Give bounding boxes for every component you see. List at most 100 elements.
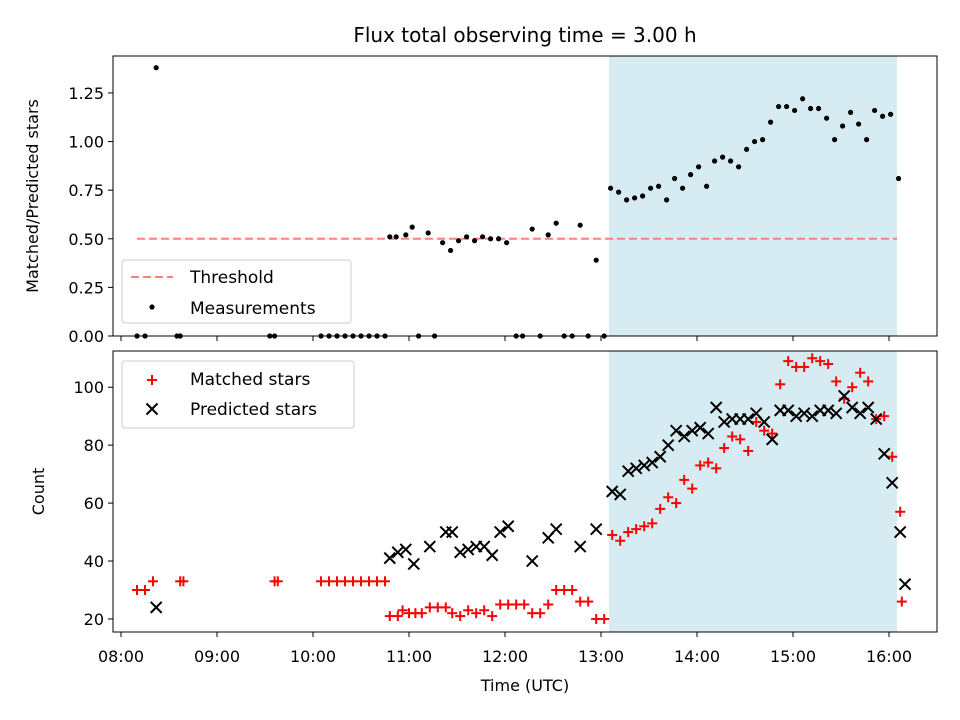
predicted-point [709,401,723,414]
measurement-point [728,158,734,164]
x-axis-label: Time (UTC) [480,676,569,695]
predicted-point [399,543,413,556]
top-y-tick-label: 1.00 [68,133,104,152]
predicted-point [877,447,891,461]
matched-point [831,376,842,387]
predicted-point [853,407,867,420]
matched-point [567,584,578,595]
measurement-point [403,232,409,238]
matched-point [823,359,834,370]
measurement-point [808,105,814,112]
x-tick-label: 08:00 [98,647,144,666]
measurement-point [888,111,894,117]
predicted-point [693,421,707,434]
matched-point [735,434,746,445]
predicted-point [149,601,163,614]
matched-point [623,527,634,538]
predicted-point [605,485,619,498]
matched-point [599,613,610,624]
predicted-point [453,546,467,559]
legend-measurements-swatch [149,304,155,310]
x-tick-label: 13:00 [578,647,624,666]
matched-point [895,506,906,517]
top-legend: Threshold Measurements [121,259,352,324]
legend-matched-marker [147,375,157,385]
x-tick-label: 16:00 [866,647,912,666]
top-y-axis-label: Matched/Predicted stars [23,99,42,293]
predicted-point [893,525,907,539]
predicted-point [391,546,405,559]
matched-point [647,518,658,529]
predicted-point [669,424,683,437]
predicted-point [653,450,667,463]
measurement-point [744,146,750,152]
matched-point [703,457,714,468]
x-tick-label: 12:00 [482,647,528,666]
matched-point [583,596,594,607]
matched-point [759,425,770,436]
bottom-frame [112,350,938,633]
predicted-point [485,549,499,562]
top-highlight-span [609,56,897,336]
matched-point [615,535,626,546]
bottom-legend-box [121,360,355,429]
predicted-point [701,427,715,440]
x-tick-label: 15:00 [770,647,816,666]
measurement-point [856,121,862,127]
matched-point [416,608,427,619]
measurement-point [504,240,510,246]
matched-point [639,521,650,532]
matched-point [178,576,189,587]
top-frame [112,55,938,337]
x-tick-label: 14:00 [674,647,720,666]
predicted-point [493,525,507,539]
top-legend-box [121,259,352,324]
legend-predicted-marker [145,402,159,416]
predicted-point [821,404,835,417]
predicted-point [383,551,397,565]
measurement-point [832,137,838,143]
matched-point [447,608,458,619]
predicted-point [861,401,875,414]
predicted-point [461,543,475,556]
matched-point [519,599,530,610]
measurement-point [393,234,399,240]
matched-point [783,356,794,367]
matched-point [751,416,762,427]
measurement-point [704,183,710,189]
matched-point [463,605,474,616]
top-panel: 0.00 0.25 0.50 0.75 1.00 1.25 Matched/Predict… [23,55,938,346]
measurement-point [712,158,718,164]
legend-measurements-label: Measurements [190,299,316,319]
matched-point [440,602,451,613]
predicted-point [789,409,803,423]
measurement-point [616,189,622,195]
legend-threshold-label: Threshold [189,268,274,288]
top-y-tick-label: 0.50 [68,230,104,249]
predicted-point [621,465,635,478]
predicted-point [869,412,883,426]
matched-point [727,431,738,442]
predicted-point [685,424,699,437]
measurement-point [153,65,159,71]
measurement-point [864,137,870,143]
predicted-point [805,409,819,423]
matched-point [455,611,466,622]
measurement-point [608,185,614,191]
matched-point [543,599,554,610]
top-y-tick-label: 0.25 [68,278,104,297]
matched-point [535,608,546,619]
predicted-point [501,520,515,533]
matched-point [380,576,390,587]
predicted-point [549,522,563,536]
predicted-point [661,438,675,452]
measurement-point [480,234,486,240]
predicted-point [629,462,643,475]
legend-predicted-label: Predicted stars [190,400,317,420]
top-plot-area [134,65,902,339]
matched-point [679,474,690,485]
x-tick-label: 10:00 [290,647,336,666]
measurement-point [688,172,694,178]
measurement-point [776,103,782,110]
measurement-point [409,224,415,230]
